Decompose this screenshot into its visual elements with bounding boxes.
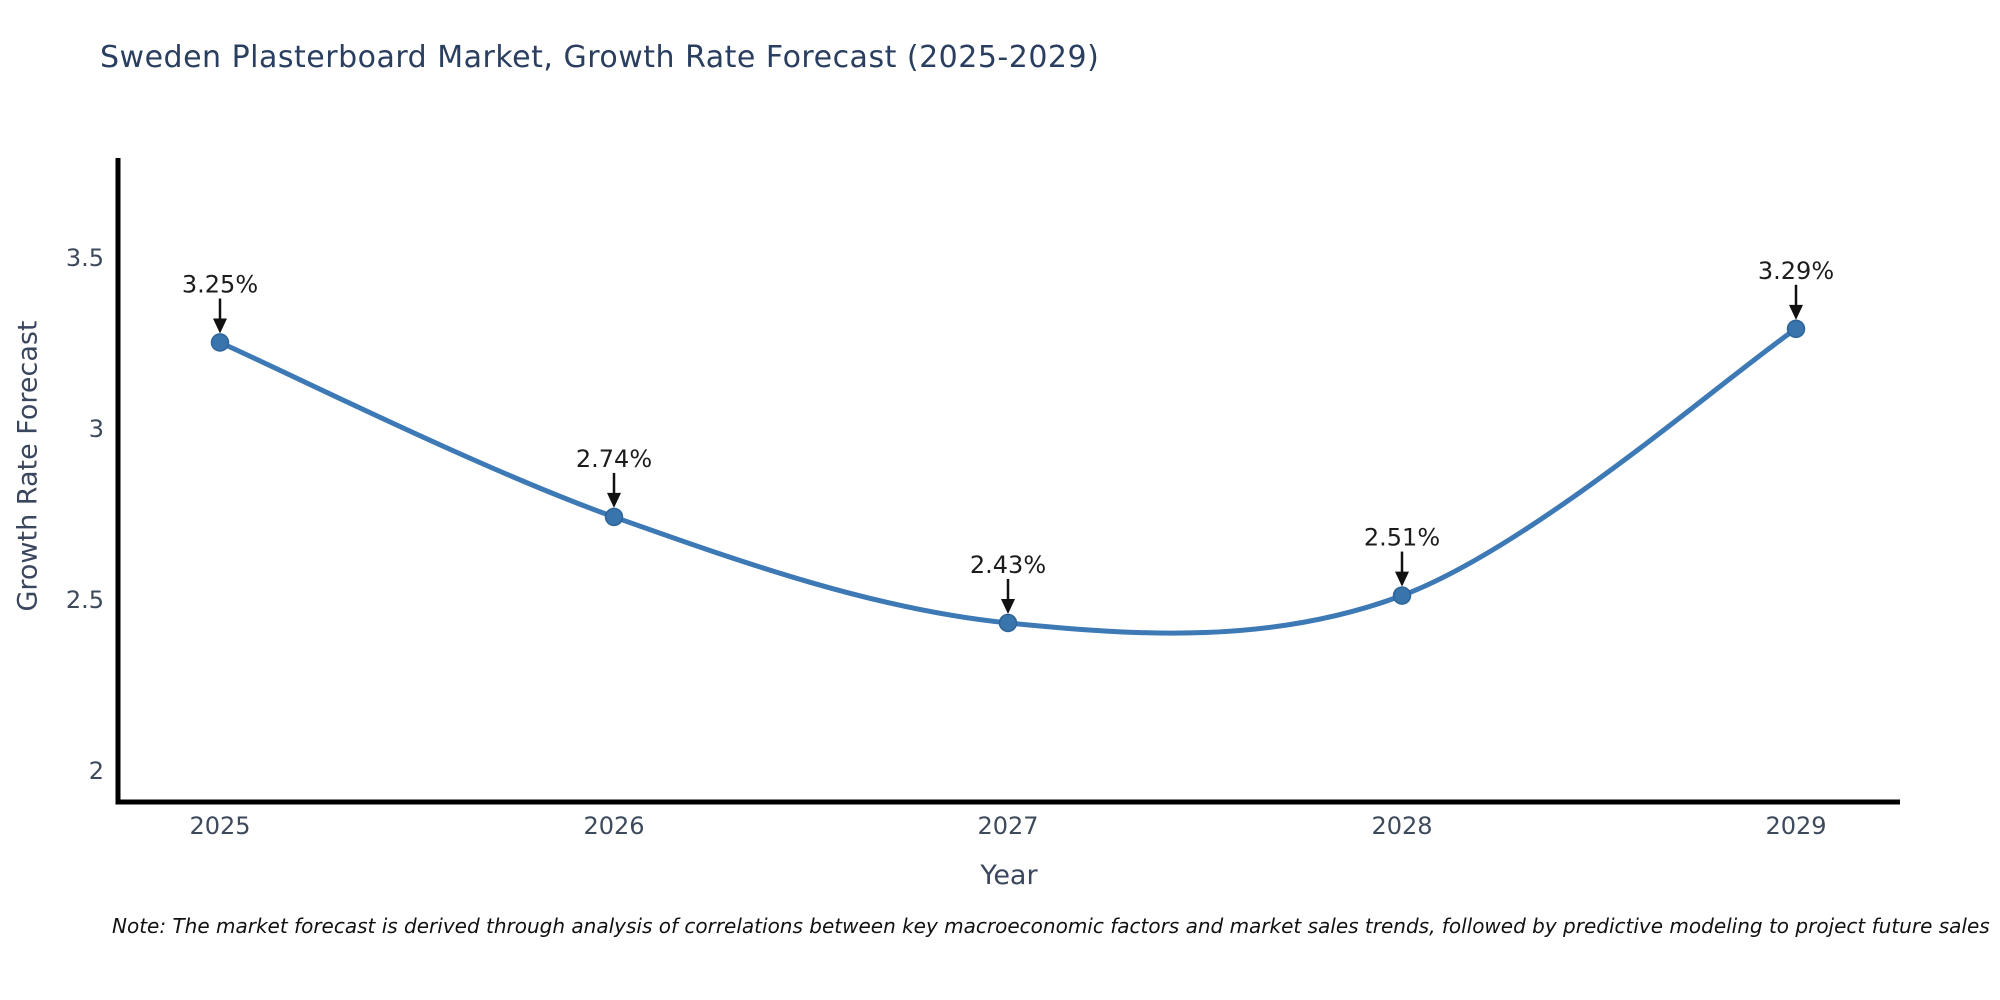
point-label-2029: 3.29% (1758, 257, 1834, 285)
annotation-arrow-head-2029 (1789, 304, 1803, 320)
point-label-2025: 3.25% (182, 271, 258, 299)
x-axis-title: Year (980, 860, 1038, 891)
data-point-2029 (1786, 319, 1806, 339)
y-tick-label: 2.5 (66, 586, 104, 614)
annotation-arrow-head-2025 (213, 318, 227, 334)
y-tick-label: 2 (89, 757, 104, 785)
annotation-arrow-head-2026 (607, 492, 621, 508)
annotation-arrow-head-2027 (1001, 598, 1015, 614)
x-tick-label-2027: 2027 (977, 812, 1038, 840)
point-label-2026: 2.74% (576, 445, 652, 473)
x-tick-label-2029: 2029 (1765, 812, 1826, 840)
x-tick-label-2025: 2025 (189, 812, 250, 840)
y-tick-label: 3.5 (66, 244, 104, 272)
data-point-2025 (210, 333, 230, 352)
annotation-arrow-head-2028 (1395, 571, 1409, 587)
footnote: Note: The market forecast is derived thr… (112, 914, 1990, 938)
x-tick-label-2026: 2026 (583, 812, 644, 840)
y-tick-label: 3 (89, 415, 104, 443)
x-tick-label-2028: 2028 (1371, 812, 1432, 840)
point-label-2028: 2.51% (1364, 524, 1440, 552)
growth-rate-line-chart: 2 2.5 3 3.5 2025 2026 2027 2028 2029 3.25% 2.74% 2.… (66, 158, 1900, 840)
point-label-2027: 2.43% (970, 551, 1046, 579)
data-point-2028 (1392, 586, 1412, 605)
data-point-2027 (998, 613, 1018, 633)
chart-title: Sweden Plasterboard Market, Growth Rate … (100, 40, 1100, 75)
data-point-2026 (604, 507, 624, 527)
